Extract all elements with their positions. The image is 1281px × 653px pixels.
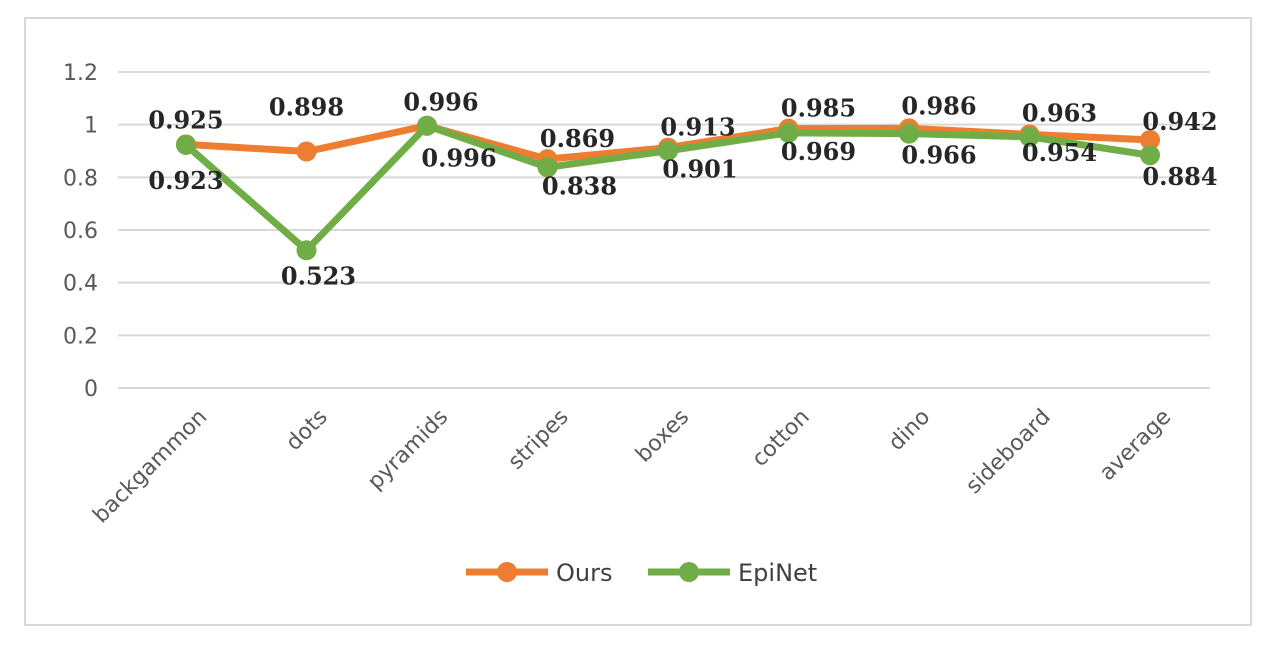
data-point-epinet	[899, 123, 919, 144]
data-label-ours: 0.996	[403, 88, 478, 117]
data-label-epinet: 0.996	[421, 144, 496, 173]
data-label-ours: 0.898	[269, 93, 344, 122]
data-point-epinet	[296, 240, 317, 261]
data-label-epinet: 0.901	[662, 155, 737, 184]
data-point-epinet	[537, 157, 558, 178]
data-label-ours: 0.963	[1022, 98, 1097, 127]
y-tick-label: 0.8	[63, 166, 98, 191]
data-label-ours: 0.985	[781, 94, 856, 123]
data-label-epinet: 0.884	[1142, 162, 1217, 191]
legend-marker-ours	[497, 562, 517, 582]
data-point-epinet	[176, 134, 196, 155]
y-tick-label: 1	[84, 114, 98, 139]
x-category-label: stripes	[504, 405, 574, 475]
x-category-label: sideboard	[961, 405, 1055, 499]
data-label-epinet: 0.523	[281, 261, 356, 290]
series-epinet	[176, 115, 1160, 261]
data-label-ours: 0.942	[1142, 107, 1217, 136]
legend-label-epinet: EpiNet	[738, 559, 817, 587]
x-category-label: average	[1095, 405, 1176, 486]
legend-marker-epinet	[679, 562, 699, 582]
data-label-ours: 0.869	[540, 124, 615, 153]
data-point-ours	[296, 141, 317, 162]
x-category-label: dino	[884, 405, 935, 456]
x-category-label: pyramids	[363, 405, 453, 495]
data-label-epinet: 0.969	[781, 137, 856, 166]
y-tick-label: 0.2	[63, 324, 98, 349]
data-label-ours: 0.986	[901, 91, 976, 120]
legend-label-ours: Ours	[556, 559, 612, 587]
data-point-ours	[1140, 129, 1160, 150]
x-category-label: boxes	[631, 405, 694, 468]
data-label-epinet: 0.954	[1022, 138, 1097, 167]
data-point-epinet	[778, 122, 799, 143]
y-tick-label: 1.2	[63, 61, 98, 86]
x-category-label: dots	[281, 405, 332, 456]
chart-frame	[24, 17, 1252, 626]
data-label-epinet: 0.923	[148, 166, 223, 195]
y-axis-tick-labels: 0 0.2 0.4 0.6 0.8 1 1.2	[63, 61, 98, 402]
data-point-epinet	[417, 115, 437, 136]
y-tick-label: 0.6	[63, 219, 98, 244]
data-label-ours: 0.913	[660, 113, 735, 142]
x-axis-category-labels: backgammon dots pyramids stripes boxes cotton…	[88, 405, 1176, 529]
data-label-epinet: 0.838	[542, 171, 617, 200]
data-point-epinet	[1140, 145, 1160, 166]
y-tick-label: 0	[84, 377, 98, 402]
x-category-label: cotton	[747, 405, 814, 472]
data-labels: 0.925 0.898 0.996 0.869 0.913 0.985 0.986 0.963…	[148, 88, 1217, 291]
legend: Ours EpiNet	[466, 559, 817, 587]
data-label-epinet: 0.966	[901, 141, 976, 170]
x-category-label: backgammon	[88, 405, 212, 529]
data-point-epinet	[1019, 126, 1040, 147]
y-tick-label: 0.4	[63, 272, 98, 297]
data-label-ours: 0.925	[148, 105, 223, 134]
data-point-epinet	[658, 140, 678, 161]
